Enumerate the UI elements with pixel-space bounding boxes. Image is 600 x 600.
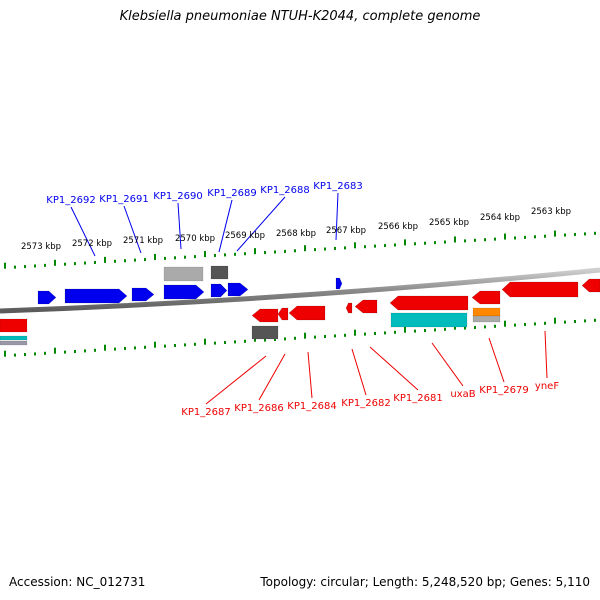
leader-line xyxy=(369,346,419,391)
scale-label: 2573 kbp xyxy=(21,242,61,252)
accession-text: Accession: NC_012731 xyxy=(9,575,146,589)
leader-line xyxy=(335,192,339,241)
scale-label: 2563 kbp xyxy=(531,207,571,217)
leader-line xyxy=(218,199,233,253)
gene-label: KP1_2683 xyxy=(313,181,362,192)
gene-label: KP1_2684 xyxy=(287,401,336,412)
pseudogene-block xyxy=(210,265,229,280)
labels: 2573 kbp 2572 kbp 2571 kbp 2570 kbp 2569 kbp… xyxy=(21,181,571,418)
leader-line xyxy=(488,337,505,383)
genome-backbone xyxy=(0,267,600,314)
reverse-gene-arrow xyxy=(345,302,353,314)
leader-line xyxy=(351,348,367,396)
leader-line xyxy=(544,330,548,379)
scale-label: 2566 kbp xyxy=(378,222,418,232)
gene-label: KP1_2682 xyxy=(341,398,390,409)
gene-label: uxaB xyxy=(450,389,475,400)
scale-label: 2571 kbp xyxy=(123,236,163,246)
gene-label: yneF xyxy=(535,381,559,392)
pseudogene-block xyxy=(163,266,204,282)
tick-marks xyxy=(4,230,596,357)
reverse-gene-arrow xyxy=(581,278,600,293)
forward-gene-arrow xyxy=(210,283,228,298)
scale-label: 2567 kbp xyxy=(326,226,366,236)
gene-label: KP1_2688 xyxy=(260,185,309,196)
forward-gene-arrow xyxy=(131,287,155,302)
reverse-gene-arrow xyxy=(354,299,378,314)
label-leader-lines xyxy=(70,192,548,405)
reverse-gene-arrow xyxy=(389,295,469,311)
forward-gene-arrow xyxy=(163,284,205,300)
feature-block xyxy=(0,340,28,346)
feature-block xyxy=(472,315,501,323)
leader-line xyxy=(307,351,313,399)
genome-summary-text: Topology: circular; Length: 5,248,520 bp… xyxy=(260,575,590,589)
leader-line xyxy=(123,205,142,254)
leader-line xyxy=(258,353,286,401)
feature-block xyxy=(472,307,501,317)
gene-label: KP1_2686 xyxy=(234,403,283,414)
gene-features xyxy=(0,265,600,346)
forward-gene-arrow xyxy=(64,288,128,304)
scale-label: 2564 kbp xyxy=(480,213,520,223)
gene-label: KP1_2691 xyxy=(99,194,148,205)
scale-label: 2570 kbp xyxy=(175,234,215,244)
leader-line xyxy=(236,196,286,252)
gene-label: KP1_2687 xyxy=(181,407,230,418)
gene-label: KP1_2690 xyxy=(153,191,202,202)
forward-gene-arrow xyxy=(37,290,57,305)
gene-label: KP1_2689 xyxy=(207,188,256,199)
gene-label: KP1_2681 xyxy=(393,393,442,404)
feature-block xyxy=(251,325,279,340)
scale-label: 2568 kbp xyxy=(276,229,316,239)
genome-title: Klebsiella pneumoniae NTUH-K2044, comple… xyxy=(119,9,481,24)
gene-label: KP1_2679 xyxy=(479,385,528,396)
scale-label: 2572 kbp xyxy=(72,239,112,249)
reverse-gene-block xyxy=(0,318,28,333)
reverse-gene-arrow xyxy=(471,290,501,305)
gene-label: KP1_2692 xyxy=(46,195,95,206)
leader-line xyxy=(431,342,464,387)
forward-gene-arrow xyxy=(335,277,343,290)
reverse-gene-arrow xyxy=(501,281,579,298)
reverse-gene-arrow xyxy=(251,308,279,323)
leader-line xyxy=(177,202,182,250)
leader-line xyxy=(70,206,96,257)
scale-label: 2569 kbp xyxy=(225,231,265,241)
scale-label: 2565 kbp xyxy=(429,218,469,228)
backbone-line xyxy=(0,267,600,314)
feature-block xyxy=(0,335,28,341)
reverse-gene-arrow xyxy=(288,305,326,321)
feature-block xyxy=(390,312,468,328)
reverse-gene-arrow xyxy=(277,307,289,321)
forward-gene-arrow xyxy=(227,282,249,297)
leader-line xyxy=(205,355,267,405)
